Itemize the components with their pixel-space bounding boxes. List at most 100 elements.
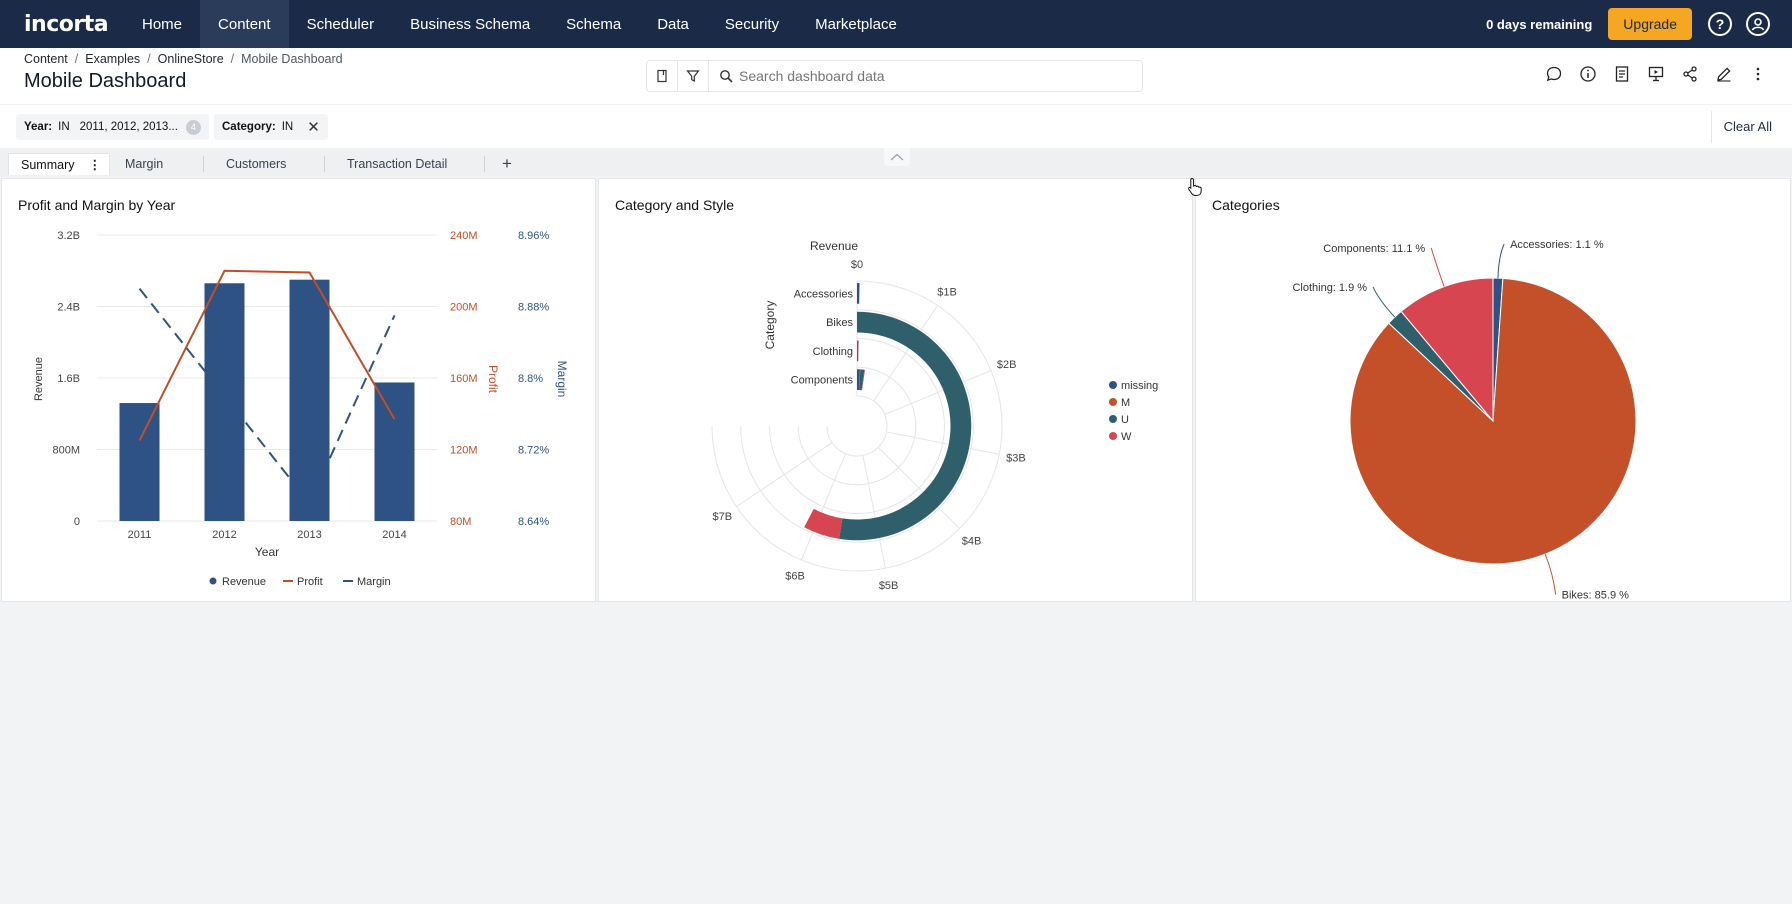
- insight-profit-margin[interactable]: Profit and Margin by Year 0 80M 8.64% 800M 1…: [1, 178, 596, 602]
- edit-icon[interactable]: [1714, 64, 1734, 84]
- tab-customers[interactable]: Customers: [226, 157, 287, 171]
- y-axis-label-profit: Profit: [486, 365, 500, 394]
- incorta-logo[interactable]: incorta: [24, 11, 109, 37]
- breadcrumb-content[interactable]: Content: [24, 52, 68, 66]
- filter-operator: IN: [281, 121, 294, 133]
- radial-tick-label: $1B: [937, 286, 957, 298]
- y-tick-label-margin: 8.96%: [518, 230, 549, 242]
- dashboard-canvas: Profit and Margin by Year 0 80M 8.64% 800M 1…: [0, 176, 1792, 904]
- filter-bar: Year: IN 2011, 2012, 2013... 4 Category:…: [0, 104, 1792, 148]
- insight-categories[interactable]: Categories Accessories: 1.1 % Bikes: 85.9…: [1195, 178, 1791, 602]
- upgrade-button[interactable]: Upgrade: [1608, 8, 1692, 40]
- breadcrumb-onlinestore[interactable]: OnlineStore: [157, 52, 224, 66]
- more-vertical-icon[interactable]: [1748, 64, 1768, 84]
- radial-bar-M: [858, 369, 861, 391]
- legend-label-profit: Profit: [297, 576, 323, 588]
- radial-bar-missing: [857, 283, 860, 304]
- nav-data[interactable]: Data: [657, 15, 689, 33]
- y-tick-label-left: 800M: [52, 445, 80, 457]
- x-tick-label: 2014: [382, 529, 406, 541]
- filter-chip-category[interactable]: Category: IN ✕: [214, 114, 328, 140]
- y-tick-label-profit: 160M: [450, 373, 478, 385]
- filter-operator: IN: [58, 121, 70, 133]
- radial-bar-missing: [857, 340, 858, 362]
- info-icon[interactable]: [1578, 64, 1598, 84]
- tab-margin[interactable]: Margin: [125, 157, 164, 171]
- y-tick-label-left: 1.6B: [57, 373, 80, 385]
- radial-bar-U: [859, 369, 865, 391]
- pie-data-label: Accessories: 1.1 %: [1510, 239, 1604, 251]
- user-icon[interactable]: [1746, 12, 1770, 36]
- filter-chip-year[interactable]: Year: IN 2011, 2012, 2013... 4: [16, 114, 209, 140]
- y-axis-label-margin: Margin: [555, 361, 569, 398]
- filter-field: Year:: [24, 121, 53, 133]
- revenue-bar: [204, 283, 245, 521]
- clear-all-button[interactable]: Clear All: [1723, 119, 1772, 134]
- radial-bar-W: [861, 369, 865, 391]
- page-title: Mobile Dashboard: [24, 70, 187, 92]
- bookmark-icon[interactable]: [647, 61, 678, 91]
- x-tick-label: 2013: [297, 529, 321, 541]
- radial-spoke: [873, 305, 938, 402]
- nav-business-schema[interactable]: Business Schema: [410, 15, 531, 33]
- dashboard-header: Content / Examples / OnlineStore / Mobile Dash…: [0, 48, 1792, 104]
- nav-scheduler[interactable]: Scheduler: [306, 15, 375, 33]
- y-tick-label-profit: 240M: [450, 230, 478, 242]
- collapse-chevron-icon[interactable]: [884, 148, 910, 166]
- radial-bar-W: [804, 508, 843, 539]
- revenue-bar: [289, 279, 330, 521]
- comment-icon[interactable]: [1544, 64, 1564, 84]
- y-tick-label-margin: 8.8%: [518, 373, 543, 385]
- breadcrumb-current: Mobile Dashboard: [241, 52, 343, 66]
- x-axis-label: Year: [255, 545, 279, 559]
- tab-divider: [324, 156, 325, 172]
- category-axis-label: Category: [763, 301, 777, 350]
- nav-content[interactable]: Content: [200, 0, 289, 48]
- search-input[interactable]: [733, 62, 1142, 90]
- nav-home[interactable]: Home: [142, 15, 183, 33]
- tab-divider: [203, 156, 204, 172]
- legend-label: missing: [1121, 380, 1158, 392]
- hand-cursor-icon: [1188, 177, 1202, 196]
- tab-divider: [484, 156, 485, 172]
- top-navigation: incorta Home Content Scheduler Business …: [0, 0, 1792, 48]
- tab-transaction-detail[interactable]: Transaction Detail: [347, 157, 448, 171]
- search-bar: [646, 60, 1143, 92]
- insight-title: Category and Style: [615, 197, 735, 213]
- combo-chart: 0 80M 8.64% 800M 120M 8.72% 1.6B 160M 8.8% 2.4B 20…: [33, 230, 569, 588]
- pie-data-label: Clothing: 1.9 %: [1292, 282, 1367, 294]
- nav-security[interactable]: Security: [724, 15, 780, 33]
- x-tick-label: 2012: [212, 529, 236, 541]
- breadcrumb-examples[interactable]: Examples: [85, 52, 141, 66]
- tab-summary[interactable]: Summary ⋮: [8, 153, 110, 175]
- breadcrumb: Content / Examples / OnlineStore / Mobile Dash…: [24, 52, 343, 66]
- insight-category-style[interactable]: Category and Style $0 $1B $2B $3B $4B $5B $6B $…: [598, 178, 1193, 602]
- radial-spoke: [877, 446, 960, 529]
- profit-line: [138, 269, 396, 442]
- bookmark-list-icon[interactable]: [1612, 64, 1632, 84]
- y-tick-label-margin: 8.72%: [518, 445, 549, 457]
- legend-marker: [1109, 381, 1117, 389]
- share-icon[interactable]: [1680, 64, 1700, 84]
- present-icon[interactable]: [1646, 64, 1666, 84]
- category-label: Clothing: [813, 346, 853, 358]
- filter-field: Category:: [222, 121, 276, 133]
- radial-spoke: [886, 431, 1000, 455]
- radial-tick-label: $3B: [1006, 453, 1026, 465]
- close-icon[interactable]: ✕: [307, 119, 320, 136]
- radial-bar-missing: [857, 369, 861, 391]
- y-tick-label-margin: 8.88%: [518, 302, 549, 314]
- legend-label: W: [1121, 431, 1132, 443]
- add-tab-button[interactable]: +: [502, 154, 512, 173]
- value-axis-label: Revenue: [810, 239, 858, 253]
- pie-leader-line: [1497, 243, 1505, 279]
- radial-tick-label: $6B: [785, 571, 805, 583]
- nav-schema[interactable]: Schema: [566, 15, 622, 33]
- pie-chart: Accessories: 1.1 % Bikes: 85.9 % Clothing:…: [1292, 239, 1637, 602]
- help-icon[interactable]: ?: [1708, 12, 1732, 36]
- more-vertical-icon[interactable]: ⋮: [88, 158, 102, 172]
- nav-marketplace[interactable]: Marketplace: [815, 15, 897, 33]
- radial-tick-label: $4B: [962, 536, 982, 548]
- filter-icon[interactable]: [678, 61, 709, 91]
- y-axis-label-revenue: Revenue: [33, 357, 45, 401]
